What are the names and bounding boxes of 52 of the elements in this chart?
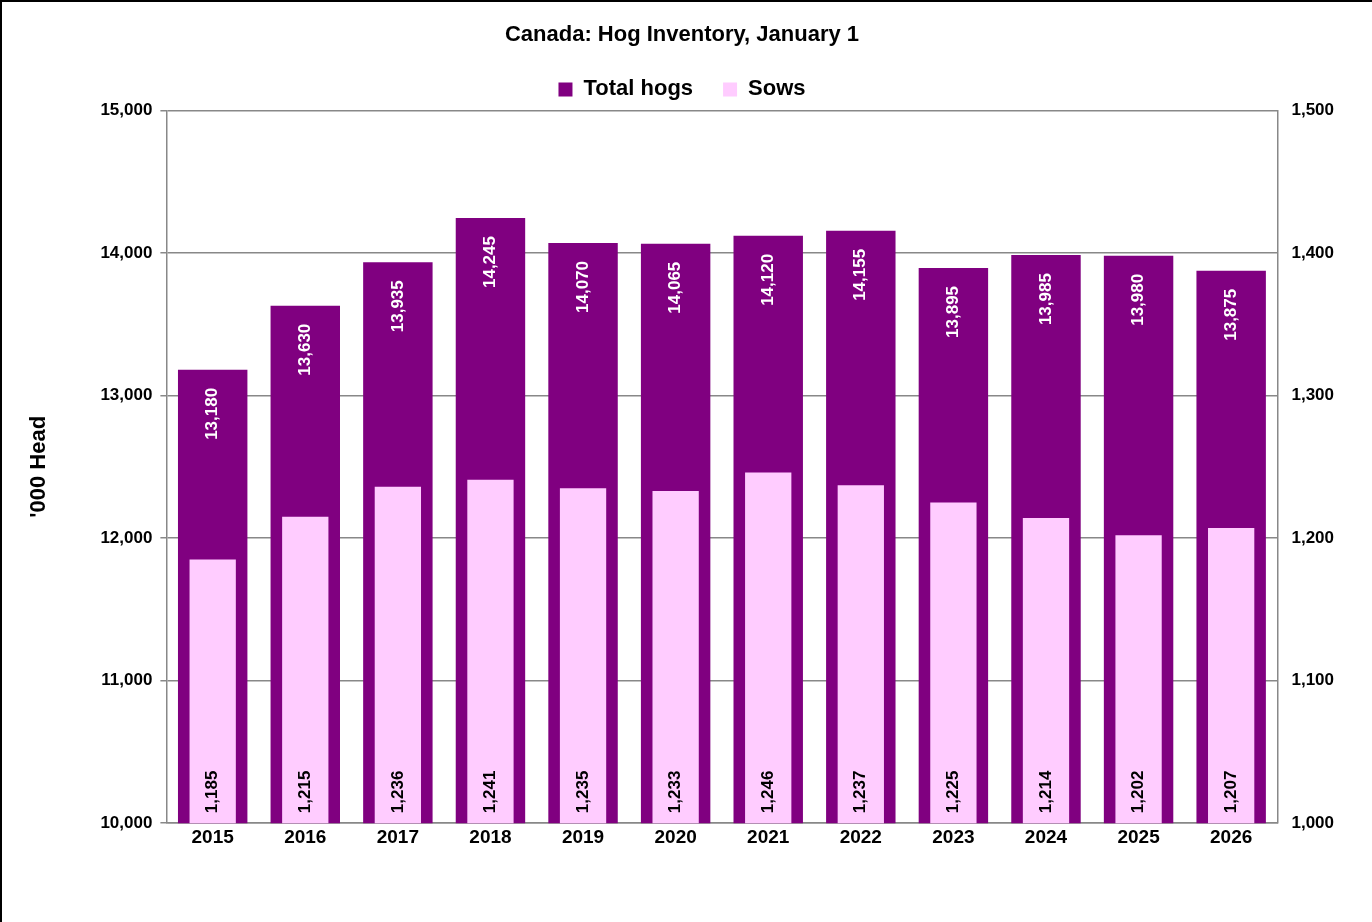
y2-tick-label: 1,000 [1291,812,1335,832]
x-tick-label: 2025 [1117,825,1161,847]
data-label: 14,070 [572,260,592,313]
data-label: 1,214 [1035,770,1055,814]
x-tick-label: 2026 [1210,825,1253,847]
data-label: 14,120 [757,253,777,306]
y-axis-title: '000 Head [25,415,51,518]
data-label: 1,236 [387,770,407,814]
y-tick-label: 10,000 [100,812,153,832]
x-tick-label: 2018 [469,825,512,847]
legend-label: Total hogs [583,75,694,101]
y2-tick-label: 1,200 [1291,527,1335,547]
data-label: 13,895 [943,285,963,338]
data-label: 1,233 [665,770,685,814]
y2-tick-label: 1,400 [1291,242,1335,262]
x-tick-label: 2022 [839,825,882,847]
data-label: 13,935 [387,280,407,333]
x-tick-label: 2017 [376,825,420,847]
data-label: 14,155 [850,248,870,301]
legend-label: Sows [748,75,806,101]
x-tick-label: 2020 [654,825,697,847]
data-label: 13,985 [1035,273,1055,326]
data-label: 1,202 [1128,770,1148,814]
data-label: 13,180 [202,387,222,440]
data-label: 13,875 [1220,288,1240,341]
y-tick-label: 13,000 [100,385,153,405]
data-label: 13,630 [294,323,314,376]
chart-title: Canada: Hog Inventory, January 1 [504,21,860,47]
x-tick-label: 2019 [561,825,605,847]
y2-tick-label: 1,300 [1291,385,1335,405]
data-label: 1,246 [757,770,777,814]
data-label: 1,185 [202,770,222,814]
x-tick-label: 2021 [747,825,790,847]
y-tick-label: 11,000 [101,670,153,690]
data-label: 1,241 [480,770,500,814]
x-tick-label: 2016 [284,825,327,847]
data-label: 1,225 [943,770,963,814]
x-tick-label: 2015 [191,825,235,847]
y-tick-label: 12,000 [100,527,153,547]
x-tick-label: 2023 [932,825,975,847]
x-tick-label: 2024 [1024,825,1068,847]
y-tick-label: 14,000 [100,242,153,262]
data-label: 14,065 [665,261,685,314]
data-label: 1,237 [850,770,870,814]
data-label: 1,235 [572,770,592,814]
data-label: 1,207 [1220,770,1240,814]
data-label: 1,215 [294,770,314,814]
y2-tick-label: 1,100 [1291,670,1335,690]
data-label: 13,980 [1128,273,1148,326]
y-tick-label: 15,000 [100,100,153,120]
data-label: 14,245 [480,236,500,289]
y2-tick-label: 1,500 [1291,100,1335,120]
